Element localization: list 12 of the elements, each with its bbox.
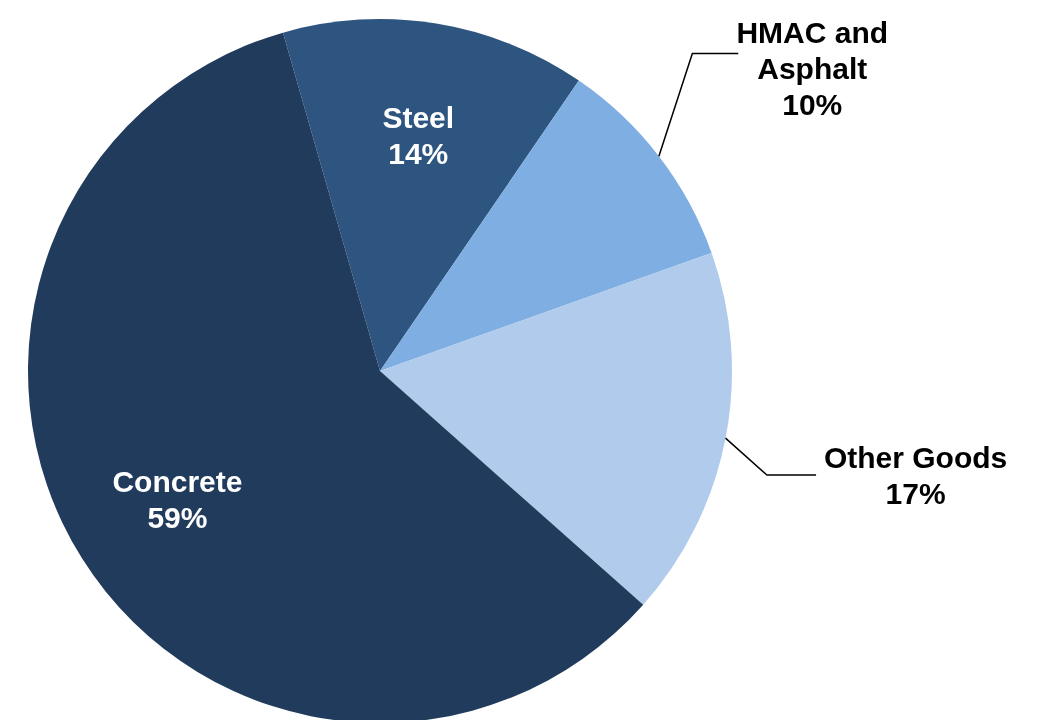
data-label: 14% [388,136,449,170]
pie-slice [282,19,579,371]
pie-slice [380,80,712,371]
pie-slice [28,32,644,720]
slice-label: Concrete [112,464,243,498]
data-label: 17% [885,476,946,510]
slice-label: Other Goods [823,440,1008,474]
data-label: 59% [147,500,208,534]
data-label: 10% [782,87,843,121]
slice-label: Steel [382,100,455,134]
pie-slice [380,252,732,605]
slice-label: HMAC and Asphalt [736,15,889,85]
